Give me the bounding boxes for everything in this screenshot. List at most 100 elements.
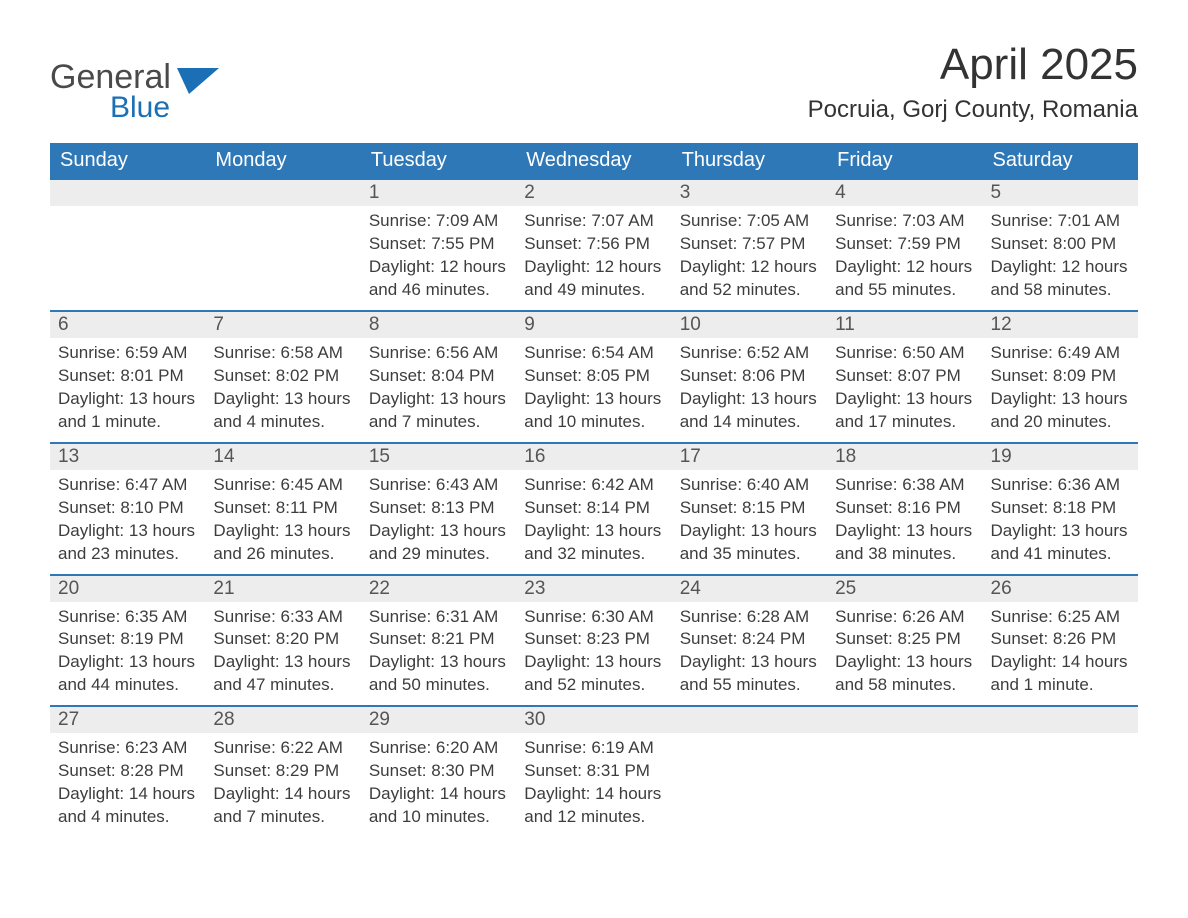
calendar-week-row: 20Sunrise: 6:35 AMSunset: 8:19 PMDayligh… [50,575,1138,707]
calendar-cell: 10Sunrise: 6:52 AMSunset: 8:06 PMDayligh… [672,311,827,443]
day-sunset: Sunset: 8:10 PM [58,497,197,520]
day-sunset: Sunset: 8:01 PM [58,365,197,388]
day-daylight: Daylight: 14 hours and 12 minutes. [524,783,663,829]
calendar-cell: 17Sunrise: 6:40 AMSunset: 8:15 PMDayligh… [672,443,827,575]
day-sunset: Sunset: 8:28 PM [58,760,197,783]
day-details: Sunrise: 6:25 AMSunset: 8:26 PMDaylight:… [983,602,1138,706]
day-number: 7 [205,312,360,338]
calendar-cell: 16Sunrise: 6:42 AMSunset: 8:14 PMDayligh… [516,443,671,575]
day-sunrise: Sunrise: 6:35 AM [58,606,197,629]
day-sunrise: Sunrise: 6:22 AM [213,737,352,760]
calendar-cell [205,179,360,311]
day-sunset: Sunset: 8:20 PM [213,628,352,651]
day-details: Sunrise: 7:03 AMSunset: 7:59 PMDaylight:… [827,206,982,310]
day-daylight: Daylight: 13 hours and 38 minutes. [835,520,974,566]
day-details: Sunrise: 6:26 AMSunset: 8:25 PMDaylight:… [827,602,982,706]
calendar-cell: 27Sunrise: 6:23 AMSunset: 8:28 PMDayligh… [50,706,205,837]
calendar-cell: 4Sunrise: 7:03 AMSunset: 7:59 PMDaylight… [827,179,982,311]
day-details: Sunrise: 6:31 AMSunset: 8:21 PMDaylight:… [361,602,516,706]
day-sunset: Sunset: 8:23 PM [524,628,663,651]
calendar-cell: 25Sunrise: 6:26 AMSunset: 8:25 PMDayligh… [827,575,982,707]
calendar-week-row: 1Sunrise: 7:09 AMSunset: 7:55 PMDaylight… [50,179,1138,311]
day-details: Sunrise: 7:09 AMSunset: 7:55 PMDaylight:… [361,206,516,310]
calendar-cell: 3Sunrise: 7:05 AMSunset: 7:57 PMDaylight… [672,179,827,311]
calendar-cell: 14Sunrise: 6:45 AMSunset: 8:11 PMDayligh… [205,443,360,575]
calendar-cell: 15Sunrise: 6:43 AMSunset: 8:13 PMDayligh… [361,443,516,575]
calendar-cell [672,706,827,837]
day-number: 21 [205,576,360,602]
day-sunset: Sunset: 8:18 PM [991,497,1130,520]
day-number: 17 [672,444,827,470]
page-title: April 2025 [808,40,1138,90]
day-details: Sunrise: 6:56 AMSunset: 8:04 PMDaylight:… [361,338,516,442]
day-sunrise: Sunrise: 6:42 AM [524,474,663,497]
day-sunrise: Sunrise: 6:50 AM [835,342,974,365]
day-daylight: Daylight: 14 hours and 1 minute. [991,651,1130,697]
day-daylight: Daylight: 13 hours and 47 minutes. [213,651,352,697]
day-daylight: Daylight: 13 hours and 17 minutes. [835,388,974,434]
calendar-cell: 2Sunrise: 7:07 AMSunset: 7:56 PMDaylight… [516,179,671,311]
day-daylight: Daylight: 13 hours and 1 minute. [58,388,197,434]
day-number: 13 [50,444,205,470]
day-sunrise: Sunrise: 6:45 AM [213,474,352,497]
day-daylight: Daylight: 14 hours and 10 minutes. [369,783,508,829]
day-sunrise: Sunrise: 6:19 AM [524,737,663,760]
day-details: Sunrise: 6:50 AMSunset: 8:07 PMDaylight:… [827,338,982,442]
day-sunset: Sunset: 8:29 PM [213,760,352,783]
calendar-week-row: 6Sunrise: 6:59 AMSunset: 8:01 PMDaylight… [50,311,1138,443]
day-sunset: Sunset: 8:14 PM [524,497,663,520]
day-number: 24 [672,576,827,602]
day-details: Sunrise: 6:49 AMSunset: 8:09 PMDaylight:… [983,338,1138,442]
day-daylight: Daylight: 12 hours and 49 minutes. [524,256,663,302]
day-number [50,180,205,206]
day-details: Sunrise: 6:47 AMSunset: 8:10 PMDaylight:… [50,470,205,574]
day-details: Sunrise: 6:35 AMSunset: 8:19 PMDaylight:… [50,602,205,706]
day-sunset: Sunset: 8:19 PM [58,628,197,651]
day-number: 12 [983,312,1138,338]
calendar-cell [827,706,982,837]
day-sunrise: Sunrise: 6:23 AM [58,737,197,760]
day-sunset: Sunset: 7:55 PM [369,233,508,256]
calendar-cell: 13Sunrise: 6:47 AMSunset: 8:10 PMDayligh… [50,443,205,575]
day-details: Sunrise: 6:23 AMSunset: 8:28 PMDaylight:… [50,733,205,837]
day-number: 20 [50,576,205,602]
calendar-cell: 21Sunrise: 6:33 AMSunset: 8:20 PMDayligh… [205,575,360,707]
day-sunset: Sunset: 8:11 PM [213,497,352,520]
day-number: 1 [361,180,516,206]
day-sunrise: Sunrise: 6:25 AM [991,606,1130,629]
day-sunrise: Sunrise: 6:20 AM [369,737,508,760]
day-daylight: Daylight: 13 hours and 35 minutes. [680,520,819,566]
calendar-cell: 29Sunrise: 6:20 AMSunset: 8:30 PMDayligh… [361,706,516,837]
calendar-cell: 19Sunrise: 6:36 AMSunset: 8:18 PMDayligh… [983,443,1138,575]
day-details: Sunrise: 6:28 AMSunset: 8:24 PMDaylight:… [672,602,827,706]
day-daylight: Daylight: 12 hours and 46 minutes. [369,256,508,302]
day-sunset: Sunset: 8:06 PM [680,365,819,388]
day-sunrise: Sunrise: 6:59 AM [58,342,197,365]
day-daylight: Daylight: 12 hours and 58 minutes. [991,256,1130,302]
calendar-cell: 23Sunrise: 6:30 AMSunset: 8:23 PMDayligh… [516,575,671,707]
weekday-header-row: SundayMondayTuesdayWednesdayThursdayFrid… [50,143,1138,179]
day-sunset: Sunset: 8:02 PM [213,365,352,388]
day-details: Sunrise: 6:20 AMSunset: 8:30 PMDaylight:… [361,733,516,837]
day-daylight: Daylight: 13 hours and 14 minutes. [680,388,819,434]
day-number: 14 [205,444,360,470]
calendar-cell: 8Sunrise: 6:56 AMSunset: 8:04 PMDaylight… [361,311,516,443]
day-details: Sunrise: 6:45 AMSunset: 8:11 PMDaylight:… [205,470,360,574]
day-details: Sunrise: 7:05 AMSunset: 7:57 PMDaylight:… [672,206,827,310]
calendar-cell: 18Sunrise: 6:38 AMSunset: 8:16 PMDayligh… [827,443,982,575]
day-details: Sunrise: 6:38 AMSunset: 8:16 PMDaylight:… [827,470,982,574]
day-daylight: Daylight: 12 hours and 55 minutes. [835,256,974,302]
day-daylight: Daylight: 13 hours and 55 minutes. [680,651,819,697]
day-sunrise: Sunrise: 6:56 AM [369,342,508,365]
day-number: 16 [516,444,671,470]
day-sunrise: Sunrise: 6:43 AM [369,474,508,497]
weekday-header: Tuesday [361,143,516,179]
day-daylight: Daylight: 13 hours and 20 minutes. [991,388,1130,434]
day-number [672,707,827,733]
day-sunrise: Sunrise: 6:28 AM [680,606,819,629]
calendar-cell: 6Sunrise: 6:59 AMSunset: 8:01 PMDaylight… [50,311,205,443]
day-number: 4 [827,180,982,206]
day-number: 19 [983,444,1138,470]
day-sunset: Sunset: 8:09 PM [991,365,1130,388]
calendar-cell: 12Sunrise: 6:49 AMSunset: 8:09 PMDayligh… [983,311,1138,443]
